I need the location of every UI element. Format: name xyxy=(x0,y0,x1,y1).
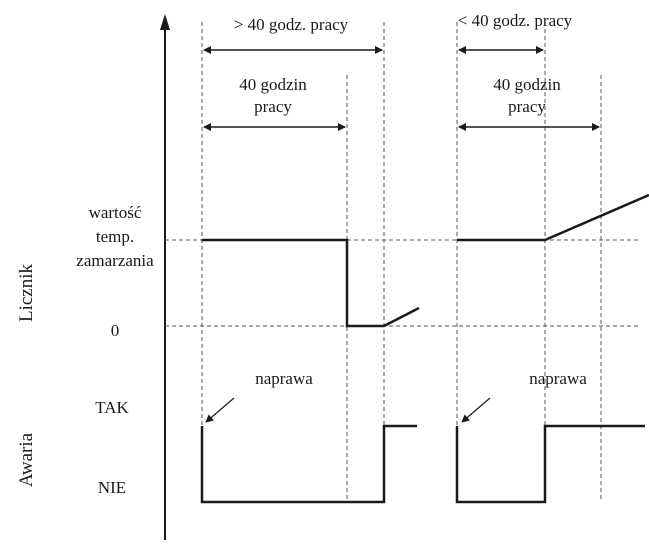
left-inner-interval-label-line1: 40 godzin xyxy=(239,75,307,94)
failure-signal-right xyxy=(455,424,645,504)
counter-signal xyxy=(202,193,649,328)
right-inner-interval-label-line2: pracy xyxy=(508,97,546,116)
freeze-value-label-line2: temp. xyxy=(96,227,134,246)
failure-no-label: NIE xyxy=(98,478,126,497)
failure-axis-label: Awaria xyxy=(16,432,37,487)
vertical-axis xyxy=(160,14,170,540)
freeze-value-label-line3: zamarzania xyxy=(76,251,154,270)
repair-pointers xyxy=(205,397,491,423)
right-inner-interval-label-line1: 40 godzin xyxy=(493,75,561,94)
failure-signal xyxy=(200,424,645,504)
left-repair-label: naprawa xyxy=(255,369,313,388)
failure-signal-left xyxy=(200,424,417,504)
left-top-interval-label: > 40 godz. pracy xyxy=(234,15,349,34)
horizontal-guides xyxy=(165,239,640,327)
right-top-interval-label: < 40 godz. pracy xyxy=(458,11,573,30)
counter-axis-label: Licznik xyxy=(16,263,37,322)
failure-yes-label: TAK xyxy=(95,398,129,417)
counter-signal-right xyxy=(457,193,649,242)
left-repair-pointer-icon xyxy=(205,397,235,423)
left-inner-interval-label-line2: pracy xyxy=(254,97,292,116)
right-repair-label: naprawa xyxy=(529,369,587,388)
axis-arrow-icon xyxy=(160,14,170,30)
interval-arrows xyxy=(203,46,600,131)
zero-level-label: 0 xyxy=(111,321,120,340)
freeze-value-label-line1: wartość xyxy=(89,203,142,222)
right-repair-pointer-icon xyxy=(461,397,491,423)
counter-signal-left xyxy=(202,238,420,328)
